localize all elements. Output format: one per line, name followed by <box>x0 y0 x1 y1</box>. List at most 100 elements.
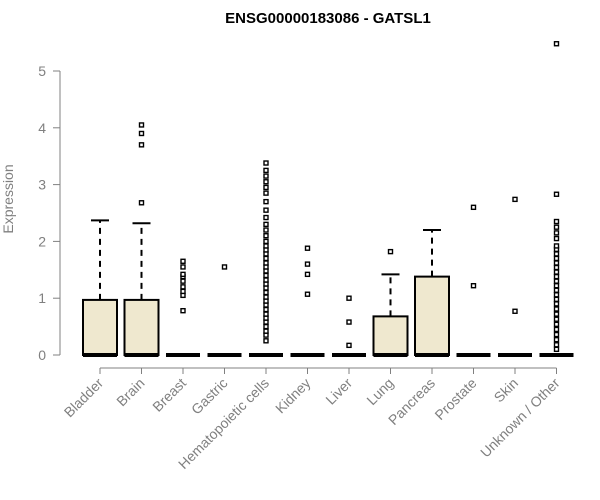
outlier-point <box>553 311 560 317</box>
box-gastric <box>207 264 242 357</box>
x-tick-label: Skin <box>491 375 522 406</box>
outlier-point <box>553 235 560 242</box>
outlier-point <box>553 273 560 280</box>
y-tick-label: 0 <box>38 347 46 363</box>
outlier-point <box>263 233 269 239</box>
box-unknown-other <box>539 41 574 357</box>
outlier-point <box>263 277 269 283</box>
outlier-point <box>263 243 269 249</box>
outlier-point <box>263 198 269 205</box>
outlier-point <box>304 245 311 251</box>
outlier-point <box>138 200 145 206</box>
outlier-point <box>470 204 477 211</box>
outlier-point <box>512 308 518 314</box>
outlier-point <box>263 272 269 279</box>
x-tick-label: Breast <box>149 375 189 415</box>
outlier-point <box>553 296 560 303</box>
box-breast <box>166 258 200 357</box>
outlier-point <box>553 336 560 343</box>
outlier-point <box>263 255 269 262</box>
x-tick-label: Prostate <box>431 375 479 423</box>
box-liver <box>332 295 366 357</box>
outlier-point <box>180 307 186 314</box>
iqr-box <box>82 298 118 356</box>
box-lung <box>372 248 409 357</box>
outlier-point <box>553 301 560 307</box>
plot-area <box>82 41 574 357</box>
outlier-point <box>263 173 269 179</box>
chart-title: ENSG00000183086 - GATSL1 <box>225 10 431 27</box>
outlier-point <box>553 278 560 284</box>
outlier-point <box>553 331 560 338</box>
iqr-box <box>123 298 160 356</box>
outlier-point <box>553 316 560 322</box>
outlier-point <box>263 311 269 317</box>
outlier-point <box>553 224 560 230</box>
outlier-point <box>263 328 269 334</box>
outlier-point <box>263 238 269 245</box>
outlier-point <box>304 261 311 267</box>
outlier-point <box>138 142 145 148</box>
outlier-point <box>553 251 560 257</box>
box-kidney <box>290 245 325 357</box>
outlier-point <box>263 227 269 233</box>
box-prostate <box>456 204 491 357</box>
y-tick-label: 5 <box>38 63 46 79</box>
x-tick-label: Kidney <box>272 375 314 417</box>
outlier-point <box>263 221 269 228</box>
outlier-point <box>346 342 352 349</box>
x-tick-label: Brain <box>113 375 147 409</box>
y-tick-label: 2 <box>38 233 46 249</box>
outlier-point <box>512 196 518 203</box>
x-tick-label: Lung <box>363 375 396 408</box>
box-bladder <box>82 219 118 357</box>
y-tick-label: 1 <box>38 290 46 306</box>
outlier-point <box>304 291 311 297</box>
outlier-point <box>180 271 186 278</box>
box-skin <box>498 196 532 357</box>
outlier-point <box>553 292 560 298</box>
outlier-point <box>553 255 560 262</box>
outlier-point <box>263 190 269 196</box>
outlier-point <box>263 260 269 266</box>
outlier-point <box>263 214 269 221</box>
outlier-point <box>180 258 186 264</box>
outlier-point <box>553 346 560 353</box>
outlier-point <box>180 288 186 295</box>
outlier-point <box>263 289 269 296</box>
y-tick-label: 4 <box>38 120 46 136</box>
outlier-point <box>263 294 269 300</box>
outlier-point <box>553 283 560 289</box>
outlier-point <box>263 323 269 330</box>
outlier-point <box>553 218 560 225</box>
outlier-point <box>553 342 560 348</box>
outlier-point <box>346 295 352 301</box>
outlier-point <box>304 271 311 278</box>
outlier-point <box>221 264 228 270</box>
outlier-point <box>346 319 352 325</box>
outlier-point <box>263 179 269 185</box>
outlier-point <box>387 248 394 255</box>
y-axis: 0 1 2 3 4 5 <box>38 63 61 363</box>
outlier-point <box>553 230 560 236</box>
x-tick-label: Liver <box>322 375 355 408</box>
iqr-box <box>414 275 450 356</box>
outlier-point <box>180 264 186 270</box>
outlier-point <box>553 243 560 249</box>
y-axis-label: Expression <box>0 164 16 233</box>
outlier-point <box>553 287 560 293</box>
outlier-point <box>553 260 560 266</box>
iqr-box <box>372 315 409 357</box>
outlier-point <box>263 306 269 313</box>
outlier-point <box>138 122 145 128</box>
box-pancreas <box>414 229 450 357</box>
y-tick-label: 3 <box>38 177 46 193</box>
outlier-point <box>180 278 186 284</box>
box-brain <box>123 122 160 357</box>
x-tick-label: Unknown / Other <box>477 375 563 461</box>
outlier-point <box>263 160 269 166</box>
x-tick-label: Bladder <box>61 375 107 421</box>
outlier-point <box>138 130 145 137</box>
